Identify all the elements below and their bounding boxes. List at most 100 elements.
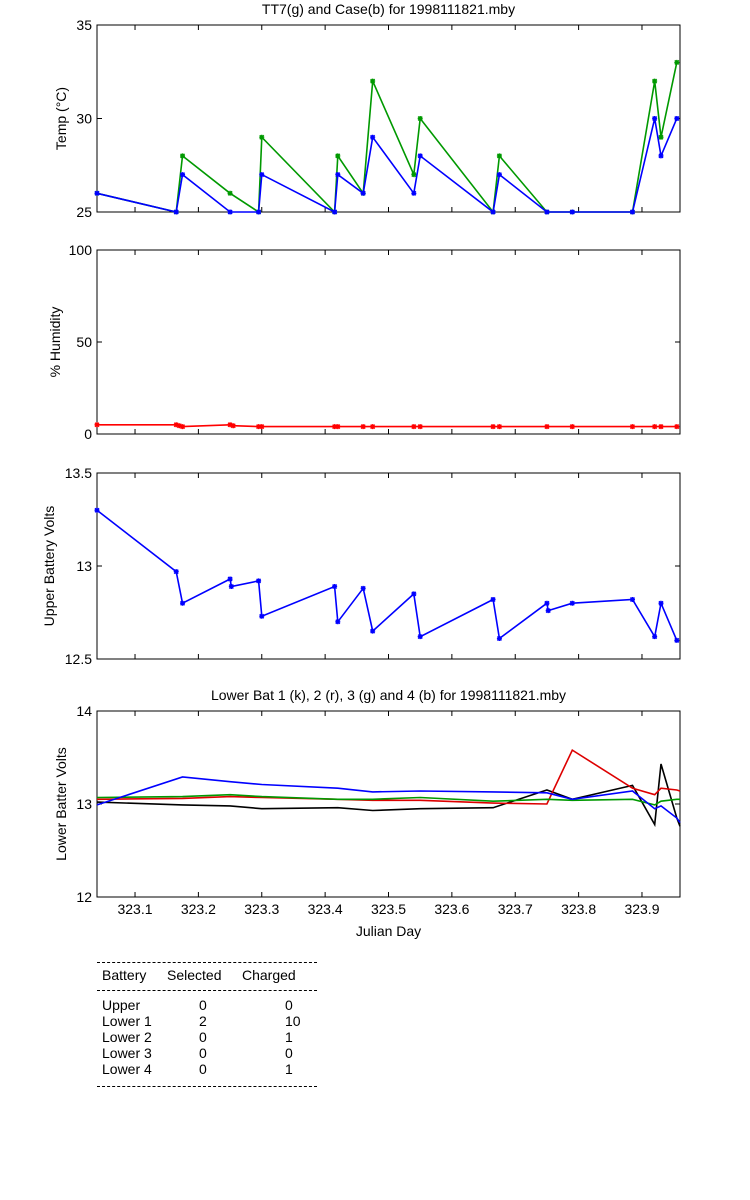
y-tick-label: 13.5 [65, 465, 92, 481]
data-point [545, 608, 551, 614]
data-point [256, 424, 262, 430]
y-axis-label: Lower Batter Volts [53, 747, 69, 861]
y-tick-label: 12.5 [65, 651, 92, 667]
data-point [674, 424, 680, 430]
data-point [629, 596, 635, 602]
data-point [411, 190, 417, 196]
table-top-divider [97, 962, 317, 963]
data-point [417, 116, 423, 121]
series-line-lower-3 [96, 793, 680, 806]
y-tick-label: 35 [76, 17, 92, 33]
cell-selected: 0 [199, 1029, 207, 1045]
data-point [658, 134, 664, 140]
data-point [658, 153, 664, 159]
data-point [259, 172, 265, 178]
data-point [180, 153, 186, 159]
header-selected: Selected [167, 967, 222, 983]
data-point [658, 424, 664, 430]
data-point [335, 153, 341, 159]
plot-frame [96, 249, 681, 435]
battery-status-table: Battery Selected Charged Upper 0 0 Lower… [97, 962, 317, 1087]
chart-panel-2: % Humidity 0 50 100 [47, 242, 681, 442]
data-point [335, 424, 341, 430]
data-point [490, 424, 496, 430]
data-point [370, 424, 376, 430]
data-point [652, 116, 658, 121]
chart-panel-1: TT7(g) and Case(b) for 1998111821.mby Tem… [53, 1, 681, 220]
data-point [180, 172, 186, 178]
data-point [227, 190, 233, 196]
y-tick-label: 13 [76, 796, 92, 812]
cell-selected: 2 [199, 1013, 207, 1029]
data-point [227, 209, 233, 215]
data-point [228, 583, 234, 589]
series-line-case [96, 118, 678, 214]
series-line-lower-1 [96, 763, 681, 828]
data-point [417, 634, 423, 640]
cell-selected: 0 [199, 1045, 207, 1061]
series-line-humidity [97, 423, 677, 428]
data-point [227, 422, 233, 428]
data-point [230, 423, 236, 429]
x-tick-label: 323.6 [434, 901, 469, 917]
data-point [674, 116, 680, 121]
table-header-row: Battery Selected Charged [97, 967, 317, 983]
x-axis-label: Julian Day [356, 923, 421, 939]
data-point [180, 600, 186, 606]
data-point [569, 424, 575, 430]
cell-charged: 0 [285, 997, 293, 1013]
x-tick-label: 323.2 [181, 901, 216, 917]
y-tick-label: 25 [76, 204, 92, 220]
data-point [259, 613, 265, 619]
table-row-lower-2: Lower 2 0 1 [97, 1029, 317, 1045]
table-row-lower-1: Lower 1 2 10 [97, 1013, 317, 1029]
data-point [411, 172, 417, 178]
data-point [259, 424, 265, 430]
y-axis-label: Temp (°C) [53, 87, 69, 150]
data-point [94, 190, 100, 196]
x-tick-label: 323.5 [371, 901, 406, 917]
x-tick-label: 323.1 [117, 901, 152, 917]
cell-selected: 0 [199, 997, 207, 1013]
cell-charged: 1 [285, 1029, 293, 1045]
cell-battery: Upper [102, 997, 141, 1013]
chart-panel-3: Upper Battery Volts 12.5 13 13.5 [41, 465, 681, 667]
data-point [370, 628, 376, 634]
data-point [496, 153, 502, 159]
data-point [490, 209, 496, 215]
series-line-lower-2 [96, 748, 681, 805]
data-point [496, 172, 502, 178]
data-point [94, 422, 100, 428]
y-axis-label: Upper Battery Volts [41, 506, 57, 627]
x-tick-label: 323.7 [498, 901, 533, 917]
data-point [674, 59, 680, 65]
data-point [370, 78, 376, 84]
data-point [94, 507, 100, 513]
x-tick-label: 323.9 [624, 901, 659, 917]
data-point [360, 190, 366, 196]
data-point [259, 134, 265, 140]
table-row-lower-4: Lower 4 0 1 [97, 1061, 317, 1077]
y-tick-label: 30 [76, 111, 92, 127]
data-point [176, 423, 182, 429]
plot-frame [96, 710, 681, 898]
data-point [332, 209, 338, 215]
y-tick-label: 14 [76, 703, 92, 719]
data-point [544, 600, 550, 606]
chart-title: TT7(g) and Case(b) for 1998111821.mby [262, 1, 515, 17]
data-point [335, 619, 341, 625]
chart-title: Lower Bat 1 (k), 2 (r), 3 (g) and 4 (b) … [211, 687, 566, 703]
x-tick-label: 323.4 [308, 901, 343, 917]
data-point [490, 596, 496, 602]
data-point [411, 424, 417, 430]
data-point [569, 600, 575, 606]
data-point [569, 209, 575, 215]
data-point [332, 583, 338, 589]
data-point [180, 424, 186, 430]
cell-selected: 0 [199, 1061, 207, 1077]
cell-battery: Lower 4 [102, 1061, 152, 1077]
data-point [173, 569, 179, 575]
header-battery: Battery [102, 967, 147, 983]
data-point [370, 134, 376, 140]
y-tick-label: 50 [76, 334, 92, 350]
